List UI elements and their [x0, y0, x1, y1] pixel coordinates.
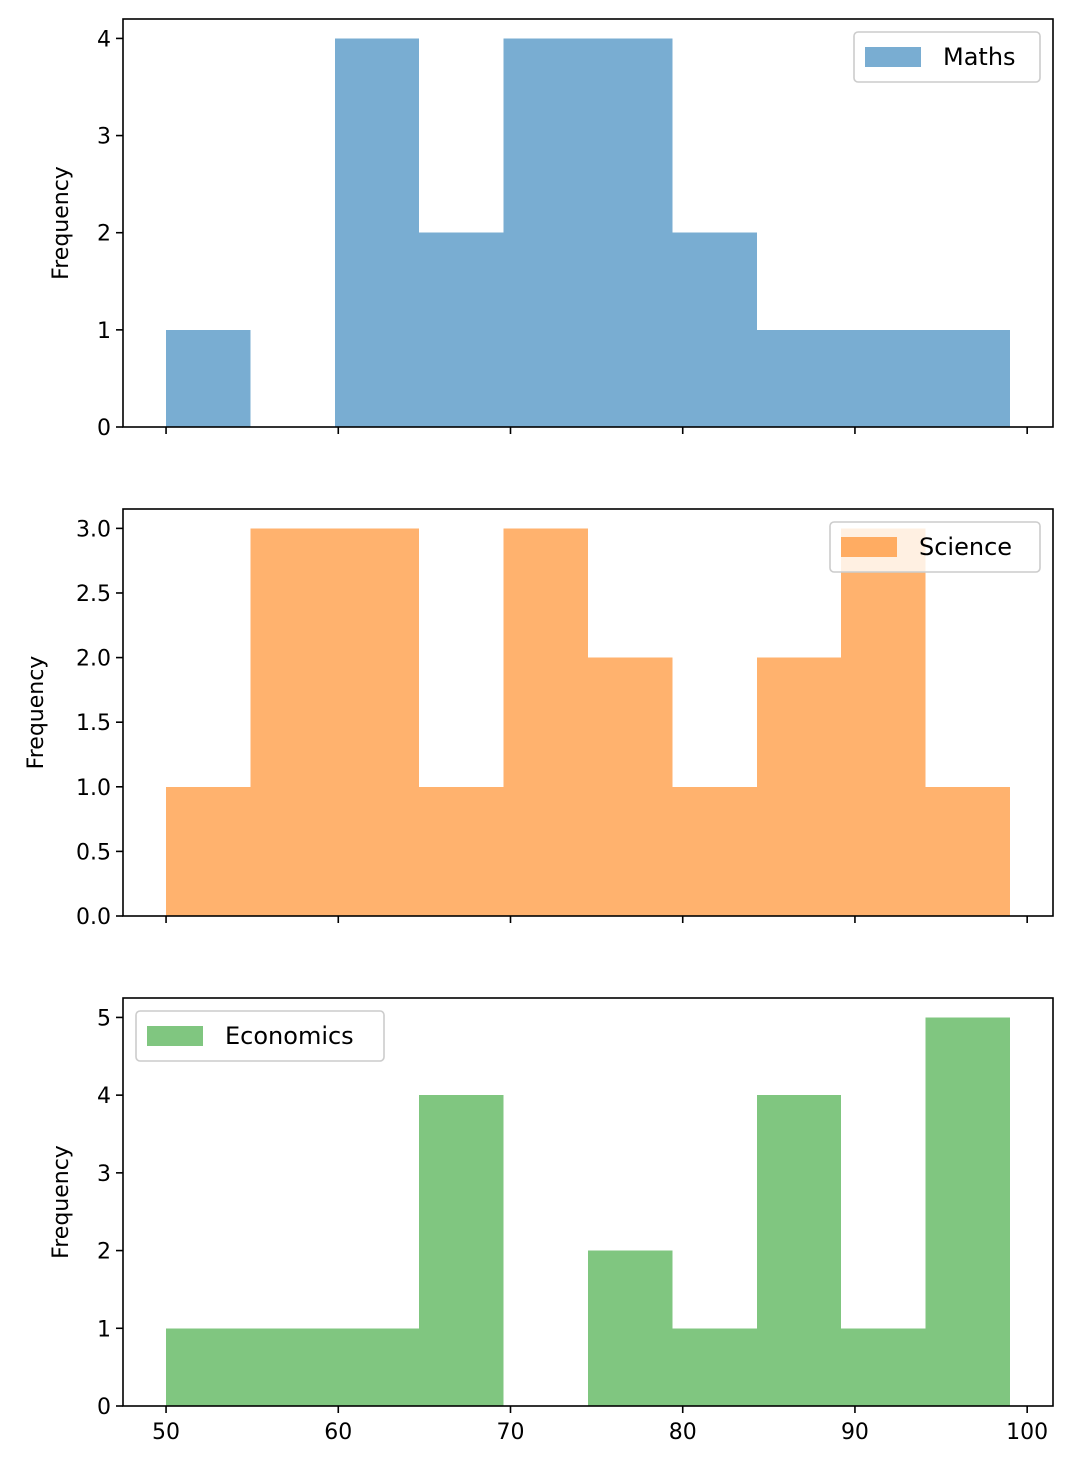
x-tick-label: 60	[324, 1420, 352, 1445]
legend-swatch	[865, 47, 921, 67]
histogram-bar	[250, 528, 335, 916]
y-axis-label: Frequency	[49, 166, 74, 280]
histogram-bar	[841, 1328, 926, 1406]
histogram-bar	[419, 232, 504, 427]
histogram-bar	[672, 232, 757, 427]
y-tick-label: 1	[97, 1317, 111, 1342]
histogram-bar	[503, 528, 588, 916]
legend-label: Maths	[943, 43, 1016, 71]
histogram-bar	[250, 1328, 335, 1406]
y-tick-label: 2.0	[76, 647, 111, 672]
histogram-bar	[925, 1017, 1010, 1406]
y-tick-label: 4	[97, 1084, 111, 1109]
histogram-bar	[756, 657, 842, 916]
y-tick-label: 3	[97, 125, 111, 150]
histogram-bar	[503, 38, 588, 428]
histogram-bar	[419, 786, 504, 916]
y-tick-label: 5	[97, 1006, 111, 1031]
histogram-bar	[334, 1328, 420, 1406]
axes-frame	[122, 997, 1054, 1407]
legend-label: Economics	[225, 1022, 354, 1050]
histogram-bar	[166, 786, 251, 916]
y-tick-label: 0	[97, 416, 111, 441]
histogram-bar	[334, 38, 420, 428]
y-tick-label: 0.0	[76, 905, 111, 930]
legend-box	[853, 31, 1041, 83]
y-tick-label: 1.5	[76, 711, 111, 736]
axes-frame	[122, 508, 1054, 917]
axes-frame	[122, 18, 1054, 428]
legend: Maths	[853, 31, 1041, 83]
legend-swatch	[841, 537, 897, 557]
x-tick-label: 50	[152, 1420, 180, 1445]
histogram-bar	[334, 528, 420, 916]
y-tick-label: 1	[97, 319, 111, 344]
y-tick-label: 0.5	[76, 840, 111, 865]
subplot-3: 0 1 2 3 4 5 50 60 70 80 90 100 Frequency Economics	[49, 997, 1054, 1445]
y-tick-label: 2	[97, 1240, 111, 1265]
histogram-bar	[841, 528, 926, 916]
subplot-1: 0 1 2 3 4 Frequency Maths	[49, 18, 1054, 441]
legend: Science	[829, 521, 1041, 573]
histogram-bar	[166, 1328, 251, 1406]
histogram-bar	[756, 329, 842, 427]
y-axis-label: Frequency	[24, 656, 49, 770]
y-tick-label: 4	[97, 27, 111, 52]
legend: Economics	[135, 1010, 385, 1062]
histogram-bar	[588, 657, 673, 916]
x-tick-label: 80	[669, 1420, 697, 1445]
histogram-bar	[925, 329, 1010, 427]
histogram-bar	[756, 1095, 842, 1406]
legend-box	[829, 521, 1041, 573]
y-tick-label: 3	[97, 1162, 111, 1187]
histogram-bar	[672, 1328, 757, 1406]
histogram-bar	[588, 38, 673, 428]
x-tick-label: 70	[497, 1420, 525, 1445]
y-tick-label: 1.0	[76, 776, 111, 801]
y-tick-label: 2	[97, 222, 111, 247]
legend-box	[135, 1010, 385, 1062]
y-tick-label: 2.5	[76, 582, 111, 607]
histogram-bar	[925, 786, 1010, 916]
y-tick-label: 0	[97, 1395, 111, 1420]
y-axis-label: Frequency	[49, 1145, 74, 1259]
legend-label: Science	[919, 533, 1012, 561]
histogram-bar	[841, 329, 926, 427]
histogram-bar	[419, 1095, 504, 1406]
histogram-bar	[166, 329, 251, 427]
x-tick-label: 90	[841, 1420, 869, 1445]
y-tick-label: 3.0	[76, 517, 111, 542]
histogram-bar	[588, 1250, 673, 1406]
x-tick-label: 100	[1006, 1420, 1048, 1445]
subplot-2: 0.0 0.5 1.0 1.5 2.0 2.5 3.0 Frequency Science	[24, 508, 1054, 930]
legend-swatch	[147, 1026, 203, 1046]
histogram-bar	[672, 786, 757, 916]
